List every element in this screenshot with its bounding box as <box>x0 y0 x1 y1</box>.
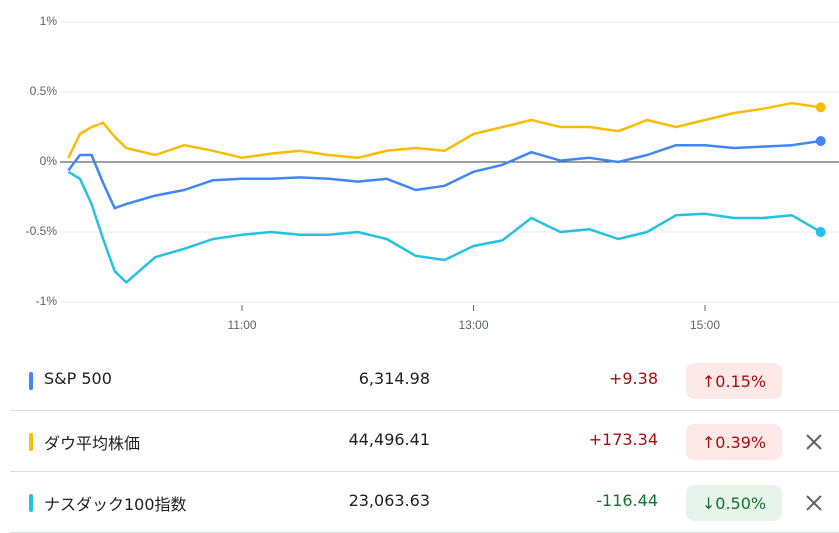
series-line <box>67 139 821 210</box>
swatch <box>29 494 33 512</box>
percent: 0.15% <box>715 371 767 391</box>
x-tick-label: 11:00 <box>227 318 256 332</box>
y-tick-label: -1% <box>36 294 58 308</box>
index-name: ダウ平均株価 <box>44 434 141 453</box>
change-percent: ↑ 0.15% <box>686 363 782 399</box>
row: ダウ平均株価 44,496.41 +173.34 ↑ 0.39% <box>10 411 839 472</box>
row: S&P 500 6,314.98 +9.38 ↑ 0.15% <box>10 350 839 411</box>
close-button[interactable] <box>802 430 826 454</box>
chart: 1% 0.5% 0% -0.5% -1% 11:00 13:00 15:00 <box>26 14 839 332</box>
price: 23,063.63 <box>348 491 430 510</box>
y-tick-label: 0% <box>40 154 58 168</box>
series-line <box>67 170 822 284</box>
price: 6,314.98 <box>358 369 430 388</box>
series-line <box>67 101 821 160</box>
x-tick-label: 13:00 <box>458 318 488 332</box>
change: -116.44 <box>596 491 658 510</box>
change-percent: ↑ 0.39% <box>686 424 782 460</box>
percent: 0.50% <box>715 493 767 513</box>
change-percent: ↓ 0.50% <box>686 485 782 521</box>
swatch <box>29 433 33 451</box>
index-name: ナスダック100指数 <box>44 495 187 514</box>
percent: 0.39% <box>715 432 767 452</box>
row: ナスダック100指数 23,063.63 -116.44 ↓ 0.50% <box>10 472 839 533</box>
end-dot <box>815 136 826 146</box>
close-button[interactable] <box>802 491 826 515</box>
y-tick-label: 0.5% <box>30 84 58 98</box>
y-tick-label: -0.5% <box>26 224 58 238</box>
index-name: S&P 500 <box>44 369 112 388</box>
price: 44,496.41 <box>348 430 430 449</box>
x-tick-label: 15:00 <box>690 318 720 332</box>
end-dot <box>815 227 826 237</box>
change: +173.34 <box>588 430 658 449</box>
y-tick-label: 1% <box>40 14 58 28</box>
change: +9.38 <box>608 369 658 388</box>
swatch <box>29 372 33 390</box>
end-dot <box>815 102 826 113</box>
